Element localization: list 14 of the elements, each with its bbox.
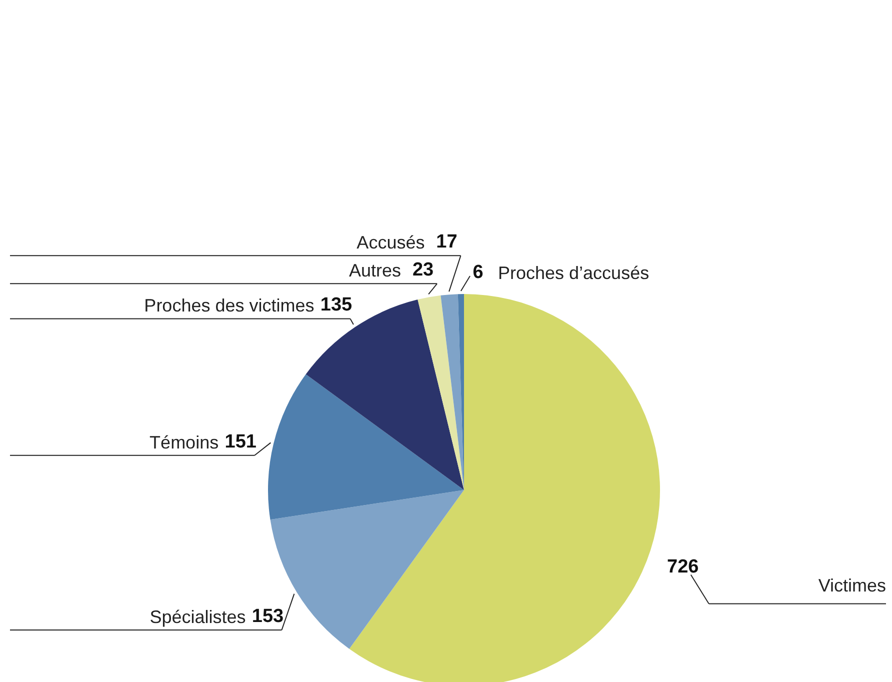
data-label: 153	[252, 606, 284, 627]
slice-label: Spécialistes	[150, 606, 246, 627]
slice-label: Témoins	[150, 432, 219, 452]
slice-label: Autres	[349, 260, 402, 281]
data-label: 726	[667, 556, 699, 578]
data-label: 151	[224, 431, 257, 452]
data-label: 23	[412, 260, 434, 281]
slice-label: Proches d’accusés	[498, 263, 650, 283]
data-label: 17	[436, 232, 458, 253]
data-label: 135	[320, 294, 353, 316]
data-label: 6	[472, 262, 484, 283]
slice-label: Accusés	[356, 232, 425, 253]
slice-label: Proches des victimes	[144, 296, 314, 316]
slice-label: Victimes	[818, 576, 886, 596]
